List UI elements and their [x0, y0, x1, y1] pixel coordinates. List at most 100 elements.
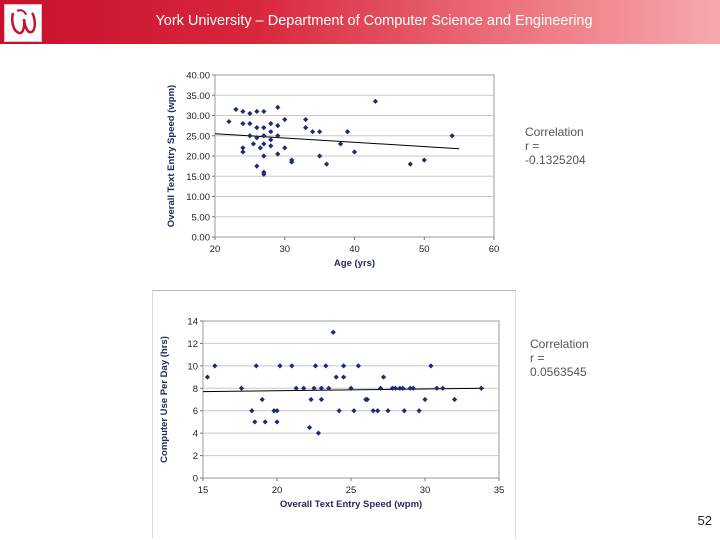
chart2-data-point: [259, 396, 265, 403]
chart2-data-point: [274, 419, 280, 425]
logo-glyph: [11, 9, 37, 35]
chart2-data-point: [306, 424, 313, 431]
chart2-x-tick-label: 30: [420, 485, 431, 496]
correlation-1: Correlation r = -0.1325204: [525, 125, 586, 167]
chart1-data-point: [372, 98, 379, 104]
chart1-data-point: [282, 145, 288, 151]
speed-vs-computer-use-plot: 0 2 4 6 8 10 12 14 15 20 25 30 35 Overall Text Entry …: [159, 317, 505, 511]
chart1-data-point: [261, 171, 267, 177]
chart1-y-tick-label: 30.00: [186, 111, 210, 122]
correlation-2: Correlation r = 0.0563545: [530, 337, 589, 379]
chart2-data-point: [478, 385, 484, 391]
chart1-data-point: [303, 125, 309, 131]
chart2-x-tick-label: 35: [494, 485, 505, 496]
chart2-data-point: [385, 408, 391, 414]
chart1-data-point: [247, 121, 253, 127]
age-vs-speed-chart: 0.00 5.00 10.00 15.00 20.00 25.00 30.00 35.00 40…: [160, 62, 505, 285]
correlation-1-sublabel: r =: [525, 139, 540, 153]
chart2-data-point: [452, 396, 458, 403]
chart2-data-point: [311, 385, 317, 391]
chart1-data-point: [240, 149, 246, 155]
chart1-data-point: [268, 121, 274, 127]
correlation-1-value: -0.1325204: [525, 153, 586, 167]
chart2-data-point: [308, 396, 314, 403]
chart1-y-tick-label: 10.00: [186, 192, 210, 203]
chart1-data-point: [449, 133, 455, 139]
chart1-trendline: [214, 133, 460, 150]
chart2-data-point: [274, 408, 280, 414]
chart1-data-point: [317, 153, 323, 159]
chart2-data-point: [434, 385, 440, 391]
header-title: York University – Department of Computer…: [155, 13, 593, 29]
chart1-data-point: [254, 125, 260, 131]
chart1-y-tick-label: 0.00: [192, 233, 211, 244]
correlation-1-label: Correlation: [525, 125, 584, 139]
chart1-data-point: [351, 149, 358, 155]
york-university-logo-icon: [4, 4, 42, 42]
chart2-y-tick-label: 6: [193, 406, 198, 417]
chart2-y-tick-label: 0: [193, 474, 198, 485]
chart1-x-tick-label: 50: [419, 244, 430, 255]
chart1-y-tick-label: 15.00: [186, 172, 210, 183]
chart2-y-tick-label: 4: [193, 429, 198, 440]
chart1-x-tick-label: 30: [279, 244, 290, 255]
chart1-y-tick-label: 40.00: [186, 71, 210, 82]
speed-vs-computer-use-chart: 0 2 4 6 8 10 12 14 15 20 25 30 35 Overall Text Entry …: [152, 290, 516, 538]
chart2-y-tick-label: 2: [193, 451, 198, 462]
chart2-data-point: [407, 385, 413, 391]
chart1-data-point: [240, 108, 246, 115]
chart2-data-point: [364, 396, 370, 403]
chart1-x-tick-label: 20: [210, 244, 221, 255]
chart2-y-tick-label: 12: [187, 339, 198, 350]
correlation-2-value: 0.0563545: [530, 365, 587, 379]
chart1-data-point: [303, 116, 309, 123]
chart2-x-axis-label: Overall Text Entry Speed (wpm): [280, 499, 422, 510]
chart1-y-tick-label: 5.00: [192, 212, 211, 223]
chart2-data-point: [318, 396, 324, 403]
chart2-y-axis-label: Computer Use Per Day (hrs): [159, 336, 170, 463]
chart1-data-point: [254, 163, 260, 169]
chart2-x-tick-label: 15: [198, 485, 209, 496]
chart2-data-point: [410, 385, 416, 391]
chart1-data-point: [240, 121, 246, 127]
chart2-data-point: [380, 374, 387, 380]
chart1-data-point: [240, 145, 246, 151]
chart1-data-point: [250, 141, 256, 147]
slide-header: York University – Department of Computer…: [0, 0, 720, 44]
chart1-data-point: [337, 141, 344, 147]
chart1-data-point: [226, 118, 232, 125]
chart2-data-point: [348, 385, 354, 391]
chart1-data-point: [261, 141, 267, 147]
correlation-2-label: Correlation: [530, 337, 589, 351]
chart2-y-tick-label: 8: [193, 384, 198, 395]
chart1-y-axis-label: Overall Text Entry Speed (wpm): [166, 85, 177, 227]
chart1-y-tick-label: 25.00: [186, 131, 210, 142]
chart1-data-point: [282, 116, 288, 123]
chart1-data-point: [247, 110, 253, 117]
chart2-x-tick-label: 25: [346, 485, 357, 496]
chart1-x-tick-label: 60: [489, 244, 500, 255]
chart1-data-point: [247, 133, 253, 139]
chart1-data-point: [261, 125, 267, 131]
chart2-data-point: [249, 408, 255, 414]
chart2-y-tick-label: 14: [187, 317, 198, 328]
chart1-data-point: [254, 108, 260, 115]
chart1-x-axis-label: Age (yrs): [334, 258, 375, 269]
chart1-data-point: [421, 157, 427, 163]
chart1-data-point: [254, 135, 260, 141]
age-vs-speed-plot: 0.00 5.00 10.00 15.00 20.00 25.00 30.00 35.00 40…: [166, 71, 500, 270]
chart1-data-point: [317, 129, 323, 135]
chart1-x-tick-label: 40: [349, 244, 360, 255]
chart2-plot-area: [202, 320, 500, 479]
chart2-x-tick-label: 20: [272, 485, 283, 496]
chart2-y-tick-label: 10: [187, 361, 198, 372]
slide-number: 52: [697, 513, 712, 528]
chart2-data-point: [416, 408, 422, 414]
chart1-data-point: [233, 106, 239, 113]
chart1-y-tick-label: 20.00: [186, 152, 210, 163]
chart1-data-point: [407, 161, 413, 167]
chart1-y-tick-label: 35.00: [186, 91, 210, 102]
chart2-data-point: [422, 396, 428, 403]
chart2-data-point: [440, 385, 446, 391]
correlation-2-sublabel: r =: [530, 351, 545, 365]
